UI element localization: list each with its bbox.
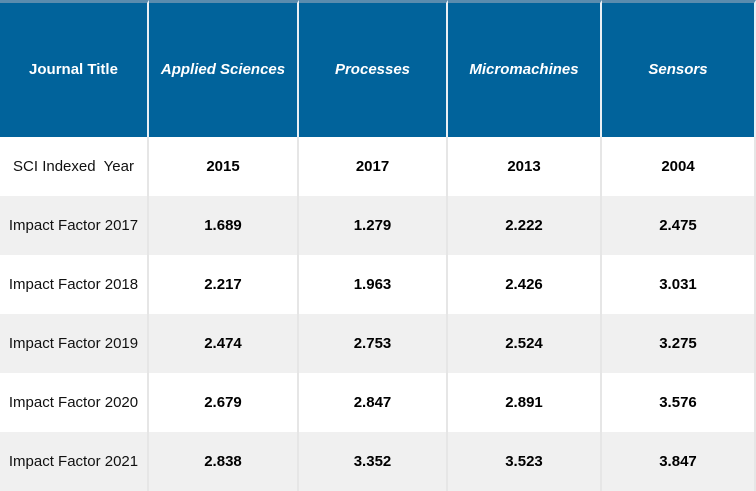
value-cell: 2.679	[149, 373, 299, 432]
table-row-impact-factor-2017: Impact Factor 2017 1.689 1.279 2.222 2.4…	[0, 196, 756, 255]
row-label-cell: Impact Factor 2018	[0, 255, 149, 314]
value-cell: 3.523	[448, 432, 602, 491]
value-cell: 1.689	[149, 196, 299, 255]
row-label-cell: Impact Factor 2020	[0, 373, 149, 432]
row-label-cell: Impact Factor 2021	[0, 432, 149, 491]
value-cell: 1.279	[299, 196, 448, 255]
value-cell: 2.222	[448, 196, 602, 255]
value-cell: 2.524	[448, 314, 602, 373]
value-cell: 2017	[299, 137, 448, 196]
row-label-cell: Impact Factor 2017	[0, 196, 149, 255]
value-cell: 2.838	[149, 432, 299, 491]
value-cell: 2.847	[299, 373, 448, 432]
table-row-sci-indexed-year: SCI Indexed Year 2015 2017 2013 2004	[0, 137, 756, 196]
row-label-cell: Impact Factor 2019	[0, 314, 149, 373]
header-row: Journal Title Applied Sciences Processes…	[0, 0, 756, 137]
value-cell: 2.891	[448, 373, 602, 432]
row-label-cell: SCI Indexed Year	[0, 137, 149, 196]
header-cell-applied-sciences: Applied Sciences	[149, 0, 299, 137]
table-row-impact-factor-2020: Impact Factor 2020 2.679 2.847 2.891 3.5…	[0, 373, 756, 432]
value-cell: 2.217	[149, 255, 299, 314]
value-cell: 3.352	[299, 432, 448, 491]
value-cell: 2013	[448, 137, 602, 196]
value-cell: 3.847	[602, 432, 756, 491]
value-cell: 2.426	[448, 255, 602, 314]
value-cell: 3.576	[602, 373, 756, 432]
value-cell: 2.475	[602, 196, 756, 255]
value-cell: 2015	[149, 137, 299, 196]
value-cell: 2.474	[149, 314, 299, 373]
value-cell: 1.963	[299, 255, 448, 314]
table-row-impact-factor-2018: Impact Factor 2018 2.217 1.963 2.426 3.0…	[0, 255, 756, 314]
header-cell-micromachines: Micromachines	[448, 0, 602, 137]
value-cell: 3.275	[602, 314, 756, 373]
header-cell-processes: Processes	[299, 0, 448, 137]
header-cell-sensors: Sensors	[602, 0, 756, 137]
value-cell: 3.031	[602, 255, 756, 314]
value-cell: 2004	[602, 137, 756, 196]
header-cell-journal-title: Journal Title	[0, 0, 149, 137]
value-cell: 2.753	[299, 314, 448, 373]
table-row-impact-factor-2019: Impact Factor 2019 2.474 2.753 2.524 3.2…	[0, 314, 756, 373]
table-row-impact-factor-2021: Impact Factor 2021 2.838 3.352 3.523 3.8…	[0, 432, 756, 491]
